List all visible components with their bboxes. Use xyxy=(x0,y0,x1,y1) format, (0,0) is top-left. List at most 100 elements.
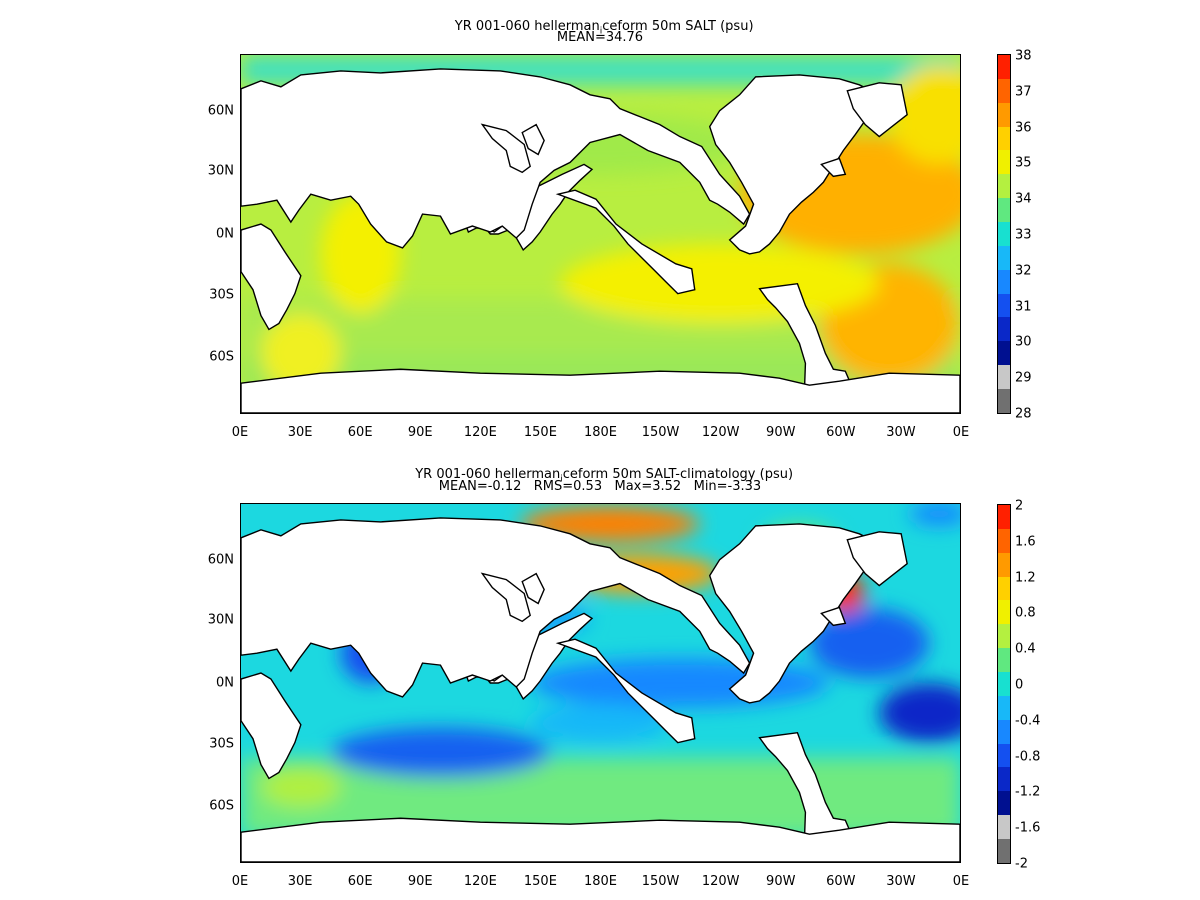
anomaly-colorbar xyxy=(997,504,1011,864)
landmass xyxy=(846,82,908,138)
field-patch xyxy=(530,702,670,743)
landmass xyxy=(820,157,847,178)
colorbar-label: 32 xyxy=(1015,263,1032,279)
x-tick-label: 0E xyxy=(952,425,970,440)
x-tick-label: 120E xyxy=(463,874,497,889)
colorbar-swatch xyxy=(998,245,1010,270)
field-patch xyxy=(809,608,930,679)
y-tick-label: 60S xyxy=(209,798,234,814)
x-tick-label: 120E xyxy=(463,425,497,440)
panel1-subtitle: MEAN=34.76 xyxy=(556,30,644,45)
panel1-title-b: ceform 50m SALT (psu) xyxy=(602,19,754,34)
colorbar-swatch xyxy=(998,791,1010,816)
colorbar-swatch xyxy=(998,624,1010,649)
colorbar-swatch xyxy=(998,150,1010,175)
panel2-subtitle: MEAN=-0.12 RMS=0.53 Max=3.52 Min=-3.33 xyxy=(438,479,762,494)
panel1-title-a: YR 001-060 hellerman xyxy=(454,19,600,34)
colorbar-swatch xyxy=(998,317,1010,342)
landmass xyxy=(241,368,960,413)
salinity-colorbar xyxy=(997,54,1011,414)
x-tick-label: 30W xyxy=(886,874,916,889)
colorbar-swatch xyxy=(998,102,1010,127)
colorbar-label: -0.8 xyxy=(1015,749,1041,765)
colorbar-swatch xyxy=(998,269,1010,294)
colorbar-swatch xyxy=(998,505,1010,529)
x-tick-label: 30E xyxy=(287,874,313,889)
landmass xyxy=(241,517,751,698)
x-tick-label: 150W xyxy=(641,425,680,440)
colorbar-swatch xyxy=(998,198,1010,223)
colorbar-swatch xyxy=(998,174,1010,199)
y-tick-label: 0N xyxy=(216,226,234,242)
field-patch xyxy=(909,504,960,526)
colorbar-label: 1.2 xyxy=(1015,570,1036,586)
panel2-title-b: ceform 50m SALT-climatology (psu) xyxy=(562,467,794,482)
colorbar-label: 37 xyxy=(1015,84,1032,100)
landmass xyxy=(480,572,531,623)
landmass xyxy=(521,572,545,605)
landmass xyxy=(846,531,908,587)
salinity-map xyxy=(240,54,961,414)
y-tick-label: 0N xyxy=(216,675,234,691)
colorbar-swatch xyxy=(998,55,1010,79)
x-tick-label: 30E xyxy=(287,425,313,440)
landmass xyxy=(241,672,302,780)
colorbar-label: 34 xyxy=(1015,191,1032,207)
x-tick-label: 150E xyxy=(523,874,557,889)
landmass xyxy=(820,606,847,627)
field-patch xyxy=(560,243,880,324)
colorbar-label: 0.4 xyxy=(1015,641,1036,657)
landmass xyxy=(555,189,696,295)
colorbar-label: -2 xyxy=(1015,856,1028,872)
colorbar-label: 0 xyxy=(1015,677,1024,693)
x-tick-label: 150E xyxy=(523,425,557,440)
colorbar-label: 38 xyxy=(1015,48,1032,64)
field-patch xyxy=(260,767,341,808)
y-tick-label: 30S xyxy=(209,736,234,752)
colorbar-swatch xyxy=(998,815,1010,840)
colorbar-swatch xyxy=(998,341,1010,366)
colorbar-label: 2 xyxy=(1015,498,1024,514)
x-tick-label: 0E xyxy=(952,874,970,889)
colorbar-label: 33 xyxy=(1015,227,1032,243)
y-tick-label: 30N xyxy=(207,612,234,628)
x-tick-label: 60E xyxy=(347,425,373,440)
colorbar-swatch xyxy=(998,600,1010,625)
colorbar-label: 1.6 xyxy=(1015,534,1036,550)
colorbar-swatch xyxy=(998,552,1010,577)
x-tick-label: 60W xyxy=(826,425,856,440)
landmass xyxy=(241,223,302,331)
landmass xyxy=(521,123,545,156)
colorbar-swatch xyxy=(998,576,1010,601)
field-patch xyxy=(879,683,960,743)
salinity-anomaly-map xyxy=(240,503,961,863)
x-tick-label: 60W xyxy=(826,874,856,889)
y-tick-label: 60N xyxy=(207,103,234,119)
x-tick-label: 150W xyxy=(641,874,680,889)
x-tick-label: 90E xyxy=(407,874,433,889)
colorbar-swatch xyxy=(998,389,1010,413)
colorbar-swatch xyxy=(998,695,1010,720)
colorbar-swatch xyxy=(998,78,1010,103)
colorbar-label: 30 xyxy=(1015,334,1032,350)
x-tick-label: 120W xyxy=(701,425,740,440)
colorbar-label: -0.4 xyxy=(1015,713,1041,729)
landmass xyxy=(241,817,960,862)
colorbar-label: 28 xyxy=(1015,406,1032,422)
colorbar-label: 29 xyxy=(1015,370,1032,386)
colorbar-swatch xyxy=(998,719,1010,744)
colorbar-swatch xyxy=(998,365,1010,390)
landmass xyxy=(241,68,751,249)
x-tick-label: 90W xyxy=(766,425,796,440)
colorbar-swatch xyxy=(998,839,1010,863)
panel2-title-a: YR 001-060 hellerman xyxy=(415,467,561,482)
colorbar-swatch xyxy=(998,767,1010,792)
x-tick-label: 90E xyxy=(407,425,433,440)
x-tick-label: 0E xyxy=(231,425,249,440)
colorbar-swatch xyxy=(998,743,1010,768)
colorbar-label: 35 xyxy=(1015,155,1032,171)
landmass xyxy=(555,638,696,744)
panel2-title: YR 001-060 hellermaniceform 50m SALT-cli… xyxy=(0,452,1200,485)
y-tick-label: 60S xyxy=(209,349,234,365)
y-tick-label: 30N xyxy=(207,163,234,179)
